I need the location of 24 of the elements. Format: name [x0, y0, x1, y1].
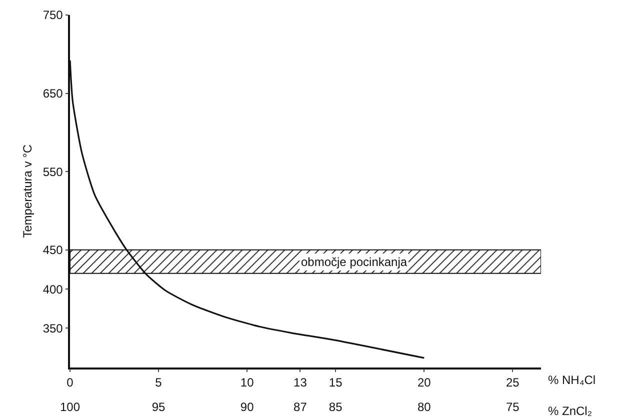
x-tick-label: 10 — [240, 376, 254, 390]
y-axis-title: Temperatura v °C — [20, 144, 35, 238]
x-tick-label: 20 — [417, 376, 432, 390]
x2-axis-title: % ZnCl₂ — [548, 404, 592, 418]
y-tick-label: 550 — [42, 164, 64, 179]
x2-tick-label: 85 — [328, 400, 343, 414]
y-tick-label: 350 — [42, 321, 64, 336]
x-tick-label: 13 — [294, 376, 308, 390]
y-tick-label: 400 — [42, 282, 64, 296]
x2-tick-label: 87 — [294, 400, 308, 414]
x2-tick-label: 80 — [417, 400, 432, 414]
x-tick-label: 25 — [506, 376, 520, 390]
x-tick-label: 5 — [155, 376, 162, 390]
x2-tick-label: 90 — [240, 400, 254, 414]
band-label: območje pocinkanja — [301, 255, 408, 269]
y-tick-label: 450 — [42, 243, 64, 258]
x2-tick-label: 95 — [152, 400, 166, 414]
x-axis-title: % NH₄Cl — [548, 373, 596, 387]
x-tick-label: 15 — [328, 376, 343, 390]
y-tick-label: 650 — [42, 86, 64, 100]
x2-tick-label: 75 — [506, 400, 520, 414]
x-tick-label: 0 — [66, 376, 74, 390]
x2-tick-label: 100 — [60, 400, 80, 414]
y-tick-label: 750 — [42, 8, 64, 22]
